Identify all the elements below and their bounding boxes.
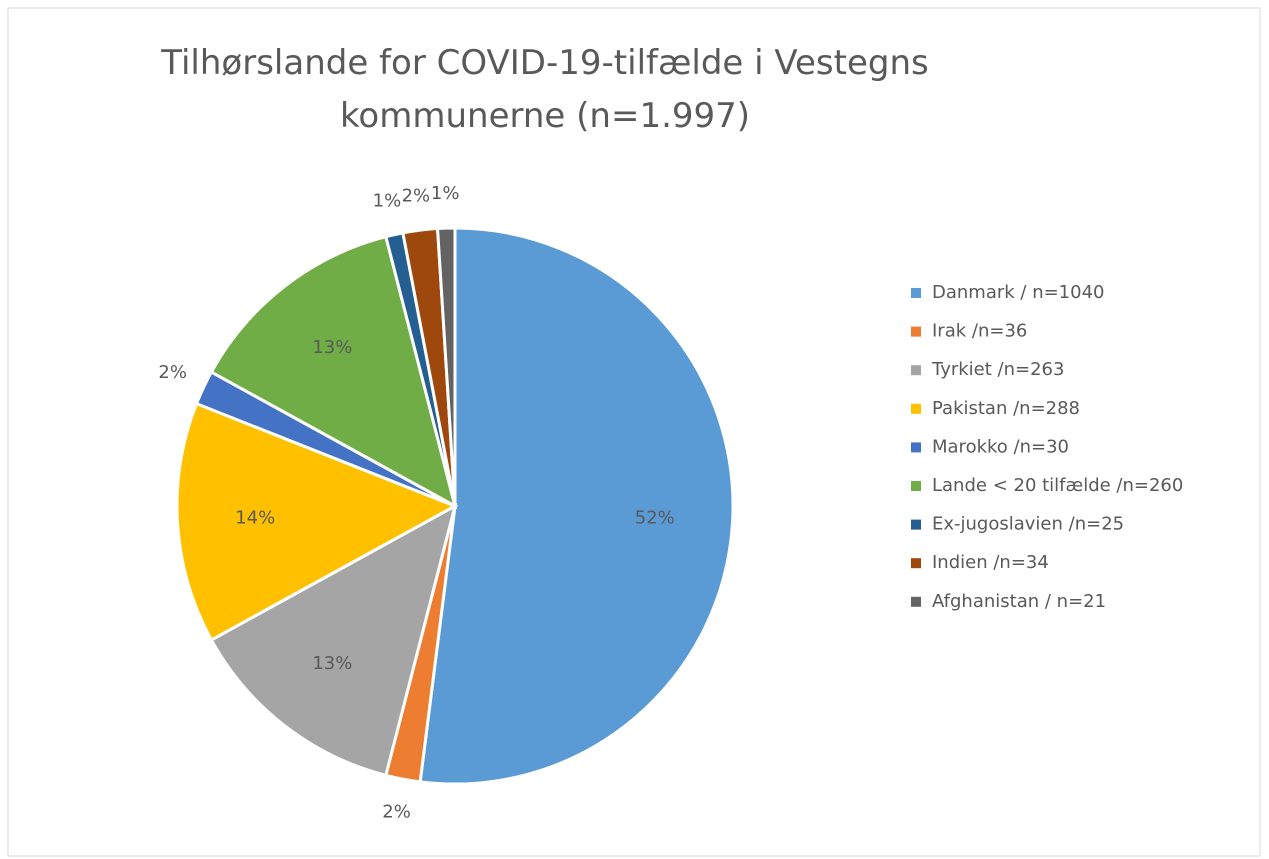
legend-label: Irak /n=36 [932, 321, 1027, 342]
legend-swatch [911, 326, 921, 337]
legend-label: Ex-jugoslavien /n=25 [932, 514, 1124, 535]
data-label: 1% [431, 183, 460, 204]
pie-slice [209, 503, 458, 778]
legend-label: Danmark / n=1040 [932, 282, 1105, 303]
legend-swatch [911, 288, 921, 298]
data-label: 1% [373, 191, 402, 212]
legend-label: Marokko /n=30 [932, 436, 1069, 457]
pie-slice [175, 401, 459, 642]
data-label: 2% [158, 362, 187, 383]
pie-slice [418, 226, 735, 786]
legend-swatch [911, 442, 921, 453]
pie-slice [435, 226, 457, 507]
legend-label: Afghanistan / n=21 [932, 591, 1106, 612]
legend-label: Tyrkiet /n=263 [931, 359, 1064, 380]
legend-swatch [911, 558, 921, 569]
legend-label: Indien /n=34 [932, 552, 1049, 573]
legend-label: Pakistan /n=288 [932, 398, 1080, 419]
data-label: 52% [635, 508, 675, 529]
legend-label: Lande < 20 tilfælde /n=260 [932, 475, 1183, 496]
data-label: 2% [382, 801, 411, 822]
legend-swatch [911, 596, 921, 607]
chart-title: Tilhørslande for COVID-19-tilfælde i Ves… [160, 43, 928, 136]
data-label: 13% [312, 337, 352, 358]
data-label: 14% [235, 508, 275, 529]
legend-swatch [911, 519, 921, 530]
legend-swatch [911, 403, 921, 414]
legend-swatch [911, 481, 921, 491]
data-label: 2% [402, 185, 431, 206]
pie-slice [209, 234, 458, 509]
legend-swatch [911, 365, 921, 376]
data-label: 13% [312, 653, 352, 674]
